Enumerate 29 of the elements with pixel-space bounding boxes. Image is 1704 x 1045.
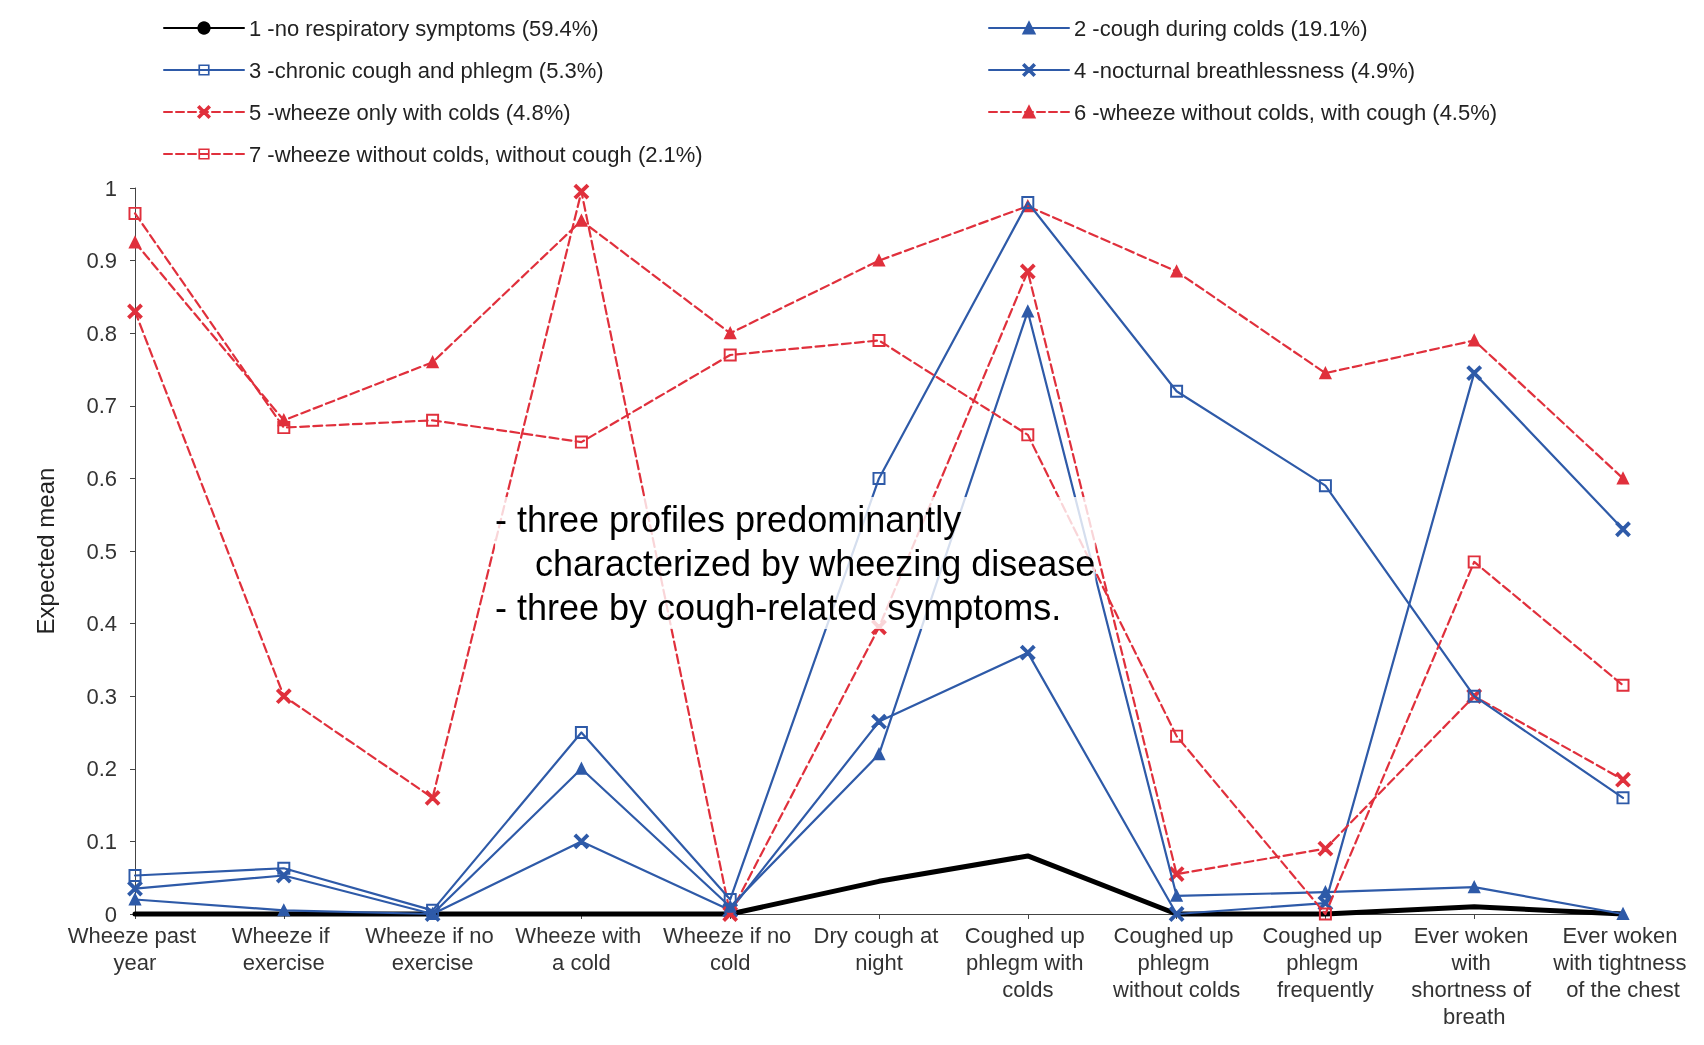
x-tick-label: Ever woken with shortness of breath [1411, 923, 1538, 1029]
y-tick-label: 0.2 [86, 756, 117, 782]
x-tick-label: Coughed up phlegm without colds [1112, 923, 1241, 1002]
annotation: - three profiles predominantly characterized by wheezing disease - three by cough-related symptoms. [495, 498, 1096, 628]
legend-label: 6 -wheeze without colds, with cough (4.5%) [1074, 99, 1498, 125]
y-tick-label: 0.3 [86, 683, 117, 709]
legend-label: 1 -no respiratory symptoms (59.4%) [249, 15, 599, 41]
y-tick-label: 0.4 [86, 611, 117, 637]
x-tick-label: Wheeze if no exercise [365, 923, 500, 975]
x-tick-label: Wheeze if exercise [231, 923, 336, 975]
legend-label: 3 -chronic cough and phlegm (5.3%) [249, 57, 604, 83]
x-tick-label: Dry cough at night [813, 923, 945, 975]
y-tick-label: 0.9 [86, 248, 117, 274]
y-tick-label: 1 [104, 175, 117, 201]
x-tick-label: Coughed up phlegm frequently [1262, 923, 1389, 1002]
x-tick-label: Wheeze if no cold [662, 923, 798, 975]
y-tick-label: 0.1 [86, 828, 117, 854]
legend-label: 4 -nocturnal breathlessness (4.9%) [1074, 57, 1416, 83]
y-tick-label: 0.6 [86, 465, 117, 491]
x-tick-label: Ever woken with tightness of the chest [1552, 923, 1693, 1002]
y-tick-label: 0.7 [86, 393, 117, 419]
y-axis-title: Expected mean [31, 467, 59, 635]
x-tick-label: Wheeze with a cold [515, 923, 648, 975]
legend-label: 7 -wheeze without colds, without cough (2.1%) [249, 141, 703, 167]
y-tick-label: 0.5 [86, 538, 117, 564]
x-tick-label: Coughed up phlegm with colds [964, 923, 1091, 1002]
legend-label: 2 -cough during colds (19.1%) [1074, 15, 1368, 41]
legend-label: 5 -wheeze only with colds (4.8%) [249, 99, 571, 125]
y-tick-label: 0.8 [86, 320, 117, 346]
